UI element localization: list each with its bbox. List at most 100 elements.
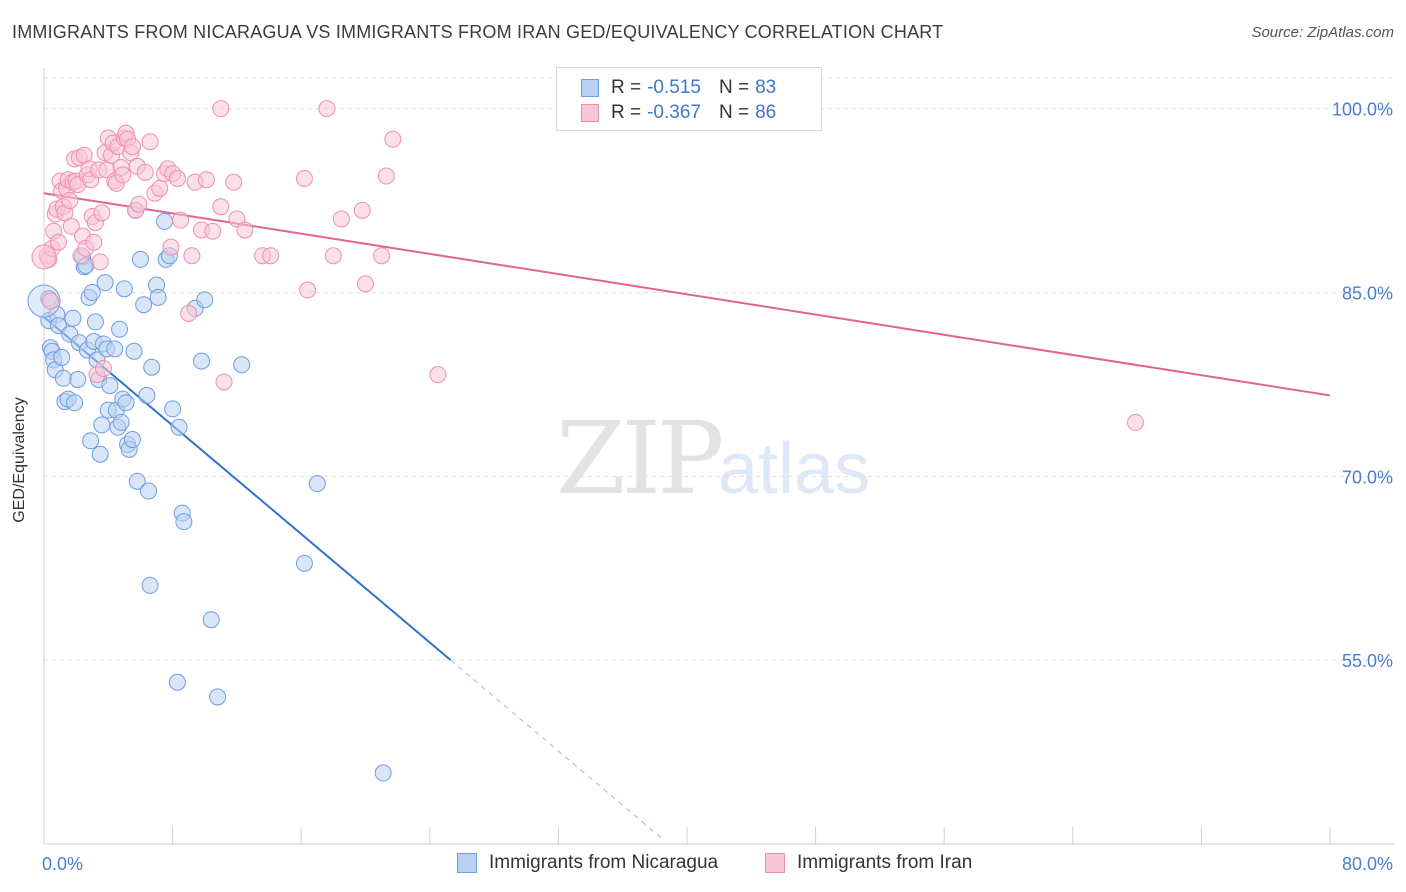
watermark-atlas: atlas (718, 429, 871, 509)
iran-point (225, 173, 243, 191)
iran-point (377, 167, 395, 185)
nicaragua-point (149, 288, 167, 306)
nicaragua-trend-line (43, 316, 452, 661)
iran-point (141, 133, 159, 151)
iran-point (172, 211, 190, 229)
iran-point (136, 163, 154, 181)
nicaragua-point (49, 317, 67, 335)
nicaragua-point (209, 688, 227, 706)
iran-swatch (765, 853, 785, 873)
nicaragua-point (123, 431, 141, 449)
n-label: N = (718, 102, 750, 123)
iran-point (295, 169, 313, 187)
iran-point (299, 281, 317, 299)
nicaragua-point (170, 418, 188, 436)
iran-point (332, 210, 350, 228)
nicaragua-point (101, 377, 119, 395)
bottom-legend-iran: Immigrants from Iran (765, 852, 972, 874)
r-label: R = (611, 77, 642, 98)
nicaragua-trend-extension (450, 659, 662, 839)
correlation-legend: R = -0.515 N = 83 R = -0.367 N = 86 (556, 67, 822, 131)
nicaragua-point (96, 274, 114, 292)
iran-point (180, 304, 198, 322)
bottom-legend-nicaragua: Immigrants from Nicaragua (457, 852, 718, 874)
iran-point (41, 292, 59, 310)
y-tick-label: 85.0% (1342, 283, 1393, 303)
iran-point (162, 238, 180, 256)
nicaragua-swatch (457, 853, 477, 873)
iran-point (85, 233, 103, 251)
iran-point (114, 166, 132, 184)
nicaragua-point (128, 472, 146, 490)
r-label: R = (611, 102, 642, 123)
n-value: 83 (755, 77, 777, 98)
iran-point (1126, 413, 1144, 431)
nicaragua-point (86, 313, 104, 331)
nicaragua-point (125, 342, 143, 360)
nicaragua-point (106, 340, 124, 358)
nicaragua-swatch (581, 79, 599, 97)
iran-point (168, 169, 186, 187)
nicaragua-point (196, 291, 214, 309)
nicaragua-point (93, 416, 111, 434)
n-value: 86 (755, 102, 777, 123)
iran-point (151, 179, 169, 197)
nicaragua-point (164, 400, 182, 418)
chart-title: IMMIGRANTS FROM NICARAGUA VS IMMIGRANTS … (12, 22, 944, 42)
nicaragua-point (141, 576, 159, 594)
nicaragua-point (64, 309, 82, 327)
iran-point (94, 359, 112, 377)
iran-point (212, 198, 230, 216)
x-tick-label: 80.0% (1342, 854, 1393, 874)
iran-point (183, 247, 201, 265)
iran-point (373, 247, 391, 265)
nicaragua-point (156, 212, 174, 230)
iran-point (61, 192, 79, 210)
nicaragua-point (69, 370, 87, 388)
nicaragua-point (135, 296, 153, 314)
iran-point (31, 244, 57, 270)
nicaragua-point (66, 394, 84, 412)
iran-point (91, 253, 109, 271)
iran-point (62, 217, 80, 235)
iran-point (262, 247, 280, 265)
nicaragua-point (115, 280, 133, 298)
iran-point (357, 275, 374, 293)
tick-labels: 55.0% 70.0% 85.0% 100.0% 0.0% 80.0% (42, 100, 1393, 874)
iran-trend-line (43, 192, 1331, 397)
iran-point (324, 247, 342, 265)
iran-point (123, 138, 141, 156)
nicaragua-point (112, 413, 130, 431)
nicaragua-point (82, 432, 100, 450)
legend-row-nicaragua: R = -0.515 N = 83 (581, 76, 776, 100)
iran-points (31, 100, 1144, 431)
r-value: -0.367 (647, 102, 701, 123)
iran-point (236, 221, 254, 239)
iran-point (204, 222, 222, 240)
y-tick-label: 100.0% (1332, 100, 1393, 120)
iran-point (353, 201, 371, 219)
iran-point (130, 195, 148, 213)
nicaragua-point (175, 513, 193, 531)
iran-point (429, 366, 447, 384)
iran-point (318, 100, 336, 118)
nicaragua-point (138, 386, 156, 404)
nicaragua-point (193, 352, 211, 370)
trend-lines (43, 192, 1331, 839)
nicaragua-point (131, 250, 149, 268)
legend-row-iran: R = -0.367 N = 86 (581, 101, 776, 125)
axes (43, 68, 1395, 845)
iran-legend-label: Immigrants from Iran (797, 852, 973, 873)
nicaragua-point (374, 764, 392, 782)
nicaragua-points (27, 201, 392, 782)
nicaragua-legend-label: Immigrants from Nicaragua (489, 852, 719, 873)
nicaragua-point (91, 445, 109, 463)
iran-point (93, 204, 111, 222)
iran-point (197, 171, 215, 189)
iran-point (384, 130, 402, 148)
watermark-zip: ZIP (556, 400, 724, 517)
nicaragua-point (202, 611, 220, 629)
nicaragua-point (111, 320, 129, 338)
nicaragua-point (295, 554, 313, 572)
